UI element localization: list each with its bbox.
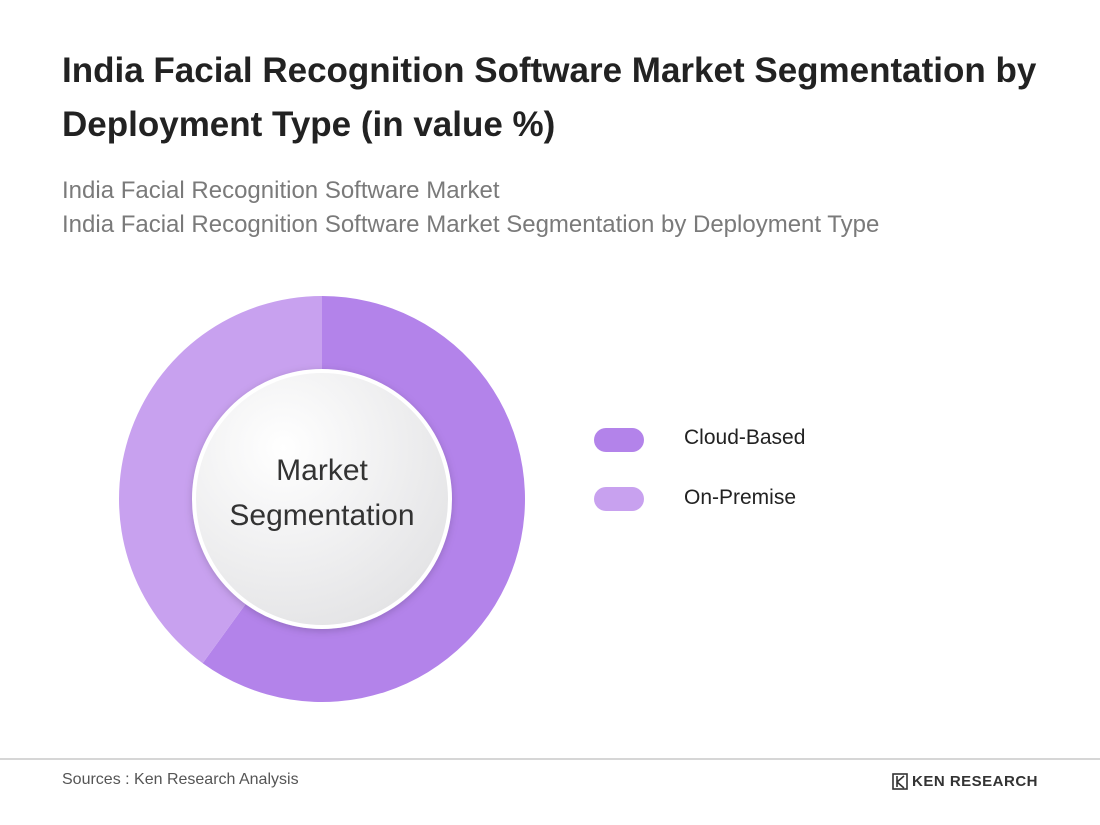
source: Sources : Ken Research Analysis (62, 771, 299, 788)
subtitle: India Facial Recognition Software Market (62, 177, 500, 204)
center-label: Market Segmentation (229, 454, 415, 532)
brand-logo (892, 773, 908, 790)
legend-swatch (594, 487, 644, 511)
subtitle: India Facial Recognition Software Market… (62, 211, 880, 238)
donut-slice (202, 296, 525, 702)
brand: KEN RESEARCH (911, 773, 1038, 790)
legend-label: On-Premise (684, 486, 797, 509)
donut-slice (118, 296, 322, 664)
legend-swatch (594, 428, 644, 452)
legend-label: Cloud-Based (684, 426, 806, 449)
chart-title: India Facial Recognition Software Market… (62, 51, 1037, 144)
donut-center (192, 369, 452, 629)
